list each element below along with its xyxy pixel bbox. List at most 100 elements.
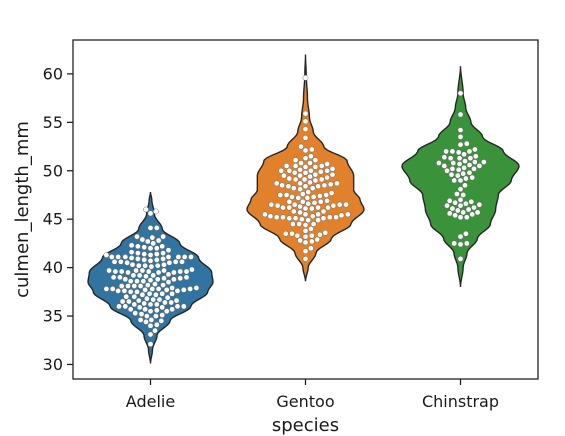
swarm-point — [463, 240, 470, 247]
swarm-point — [147, 258, 154, 264]
swarm-point — [163, 308, 170, 315]
swarm-point — [308, 167, 314, 174]
swarm-point — [302, 233, 309, 240]
swarm-point — [143, 273, 149, 280]
swarm-point — [454, 207, 461, 214]
swarm-point — [147, 252, 154, 258]
swarm-point — [457, 134, 464, 140]
swarm-point — [147, 225, 154, 231]
swarm-point — [123, 293, 129, 300]
y-tick-label: 35 — [43, 307, 63, 326]
swarm-point — [290, 221, 296, 227]
swarm-point — [280, 214, 286, 221]
swarm-point — [302, 169, 309, 176]
swarm-point — [469, 211, 476, 218]
swarm-point — [302, 135, 309, 141]
swarm-point — [324, 197, 330, 204]
swarm-point — [118, 258, 124, 265]
swarm-point — [452, 199, 458, 206]
swarm-point — [131, 283, 138, 289]
swarm-point — [462, 158, 468, 164]
swarm-point — [136, 304, 143, 311]
swarm-point — [474, 209, 481, 216]
swarm-point — [165, 247, 172, 253]
swarm-point — [140, 278, 147, 284]
swarm-point — [131, 293, 138, 300]
swarm-point — [315, 217, 321, 223]
swarm-point — [160, 282, 166, 288]
swarm-point — [135, 297, 142, 304]
swarm-point — [290, 208, 297, 215]
swarm-point — [128, 249, 135, 255]
swarm-point — [180, 303, 187, 310]
swarm-point — [147, 245, 154, 252]
swarm-point — [305, 189, 312, 195]
swarm-point — [153, 307, 160, 314]
swarm-point — [466, 162, 473, 168]
swarm-point — [155, 237, 162, 244]
swarm-point — [147, 277, 154, 284]
swarm-point — [144, 313, 150, 319]
swarm-point — [460, 209, 467, 216]
swarm-point — [150, 296, 156, 303]
swarm-point — [305, 200, 312, 207]
swarm-point — [127, 289, 134, 295]
swarm-point — [302, 222, 309, 228]
swarm-point — [297, 237, 303, 244]
swarm-point — [155, 286, 162, 292]
swarm-point — [444, 167, 450, 174]
swarm-point — [449, 148, 456, 155]
swarm-point — [460, 192, 467, 198]
swarm-point — [326, 214, 333, 221]
swarm-point — [135, 243, 141, 250]
swarm-point — [156, 296, 163, 303]
swarm-point — [153, 321, 160, 328]
swarm-point — [461, 165, 467, 171]
swarm-point — [177, 275, 183, 282]
y-tick-label: 60 — [43, 64, 63, 83]
swarm-point — [126, 298, 132, 305]
swarm-points-layer — [103, 74, 487, 347]
swarm-point — [456, 155, 463, 161]
swarm-point — [450, 160, 457, 166]
swarm-point — [165, 279, 172, 285]
swarm-point — [268, 201, 275, 208]
swarm-point — [323, 192, 330, 198]
violin-chinstrap — [401, 66, 520, 288]
swarm-point — [336, 201, 343, 208]
swarm-point — [118, 283, 125, 289]
swarm-point — [302, 256, 309, 262]
swarm-point — [286, 204, 293, 211]
swarm-point — [436, 160, 442, 166]
swarm-point — [124, 259, 130, 266]
swarm-point — [302, 205, 309, 212]
swarm-point — [141, 244, 147, 251]
swarm-point — [154, 276, 161, 283]
swarm-point — [159, 243, 165, 250]
swarm-point — [454, 191, 460, 197]
swarm-point — [150, 240, 156, 247]
swarm-point — [134, 278, 140, 284]
swarm-point — [443, 148, 449, 155]
swarm-point — [307, 173, 313, 180]
swarm-point — [159, 304, 165, 311]
swarm-point — [308, 238, 315, 245]
swarm-point — [297, 209, 303, 216]
swarm-point — [469, 174, 476, 181]
swarm-point — [302, 110, 309, 117]
swarm-point — [112, 268, 119, 275]
swarm-point — [457, 127, 464, 133]
swarm-point — [116, 303, 122, 310]
swarm-point — [175, 254, 182, 260]
swarm-point — [461, 151, 467, 158]
swarm-point — [454, 172, 461, 179]
swarm-point — [338, 212, 345, 219]
swarm-point — [457, 241, 464, 248]
y-tick-label: 50 — [43, 161, 63, 180]
swarm-point — [144, 295, 150, 302]
swarm-point — [298, 143, 304, 150]
swarm-point — [282, 230, 289, 237]
swarm-point — [463, 200, 469, 207]
x-tick-label: Chinstrap — [422, 392, 499, 411]
swarm-point — [278, 167, 285, 174]
